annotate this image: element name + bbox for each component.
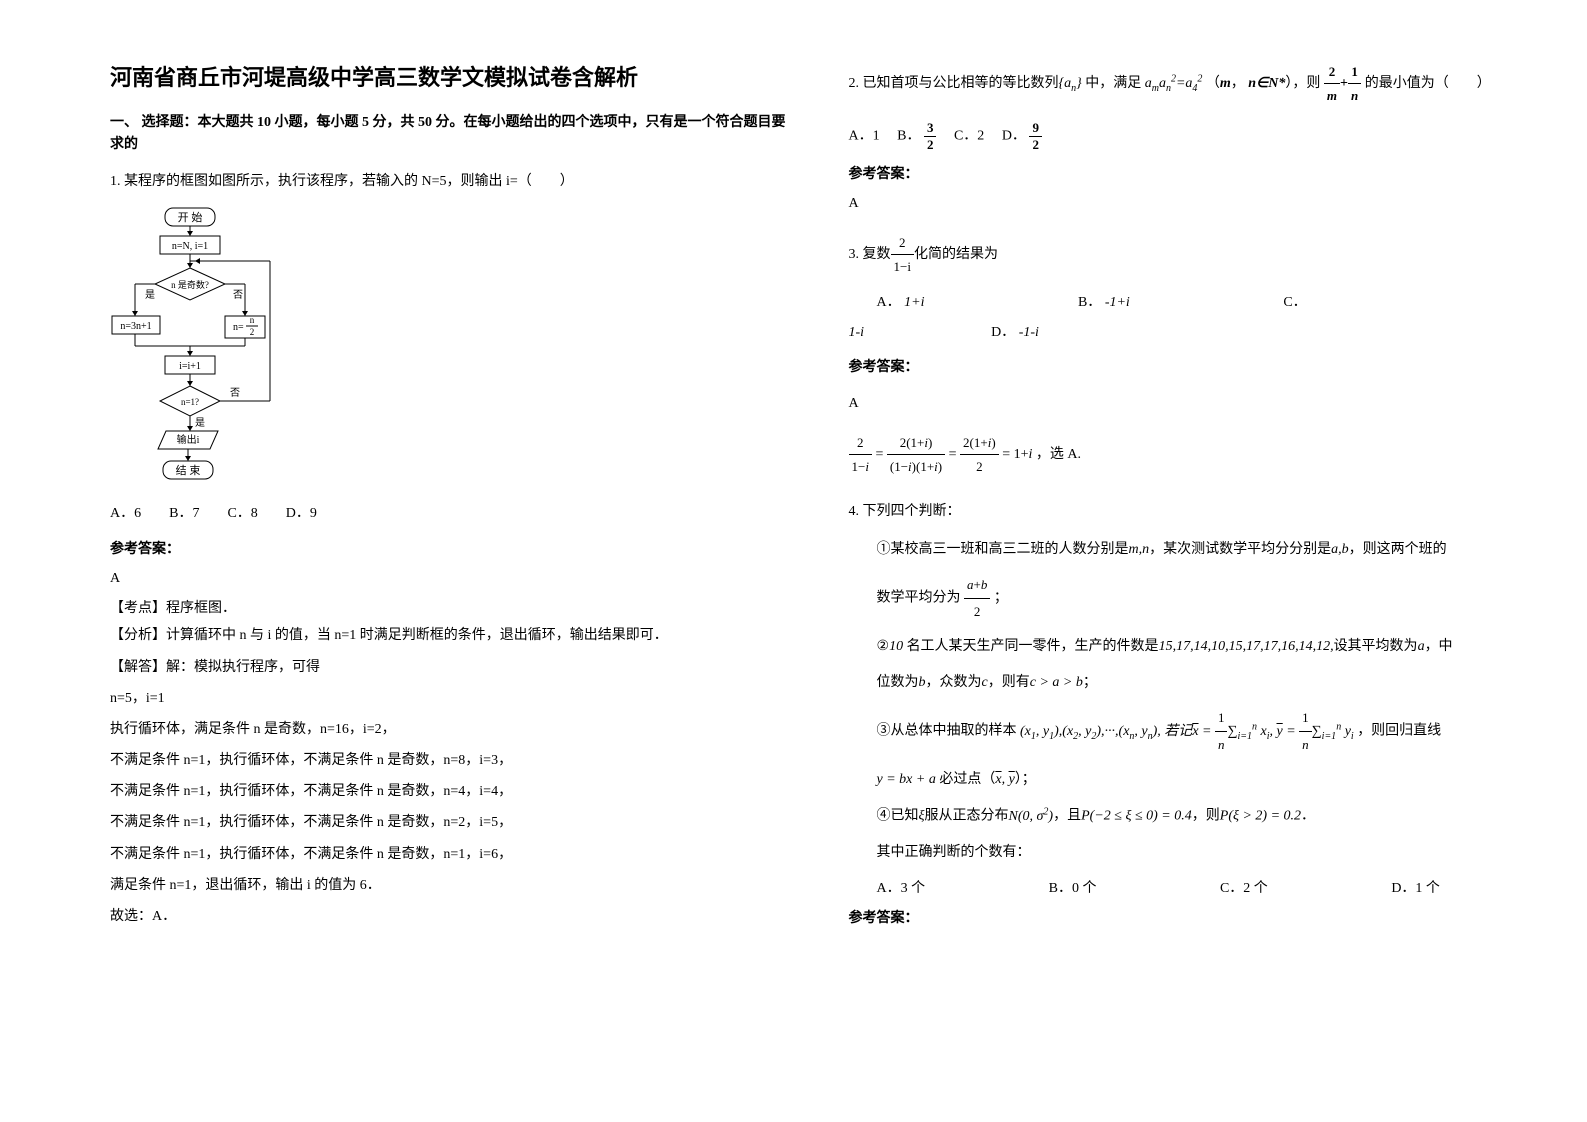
svg-text:开 始: 开 始 [178,210,203,224]
q4-answer-label: 参考答案： [849,907,1528,927]
svg-text:n=: n= [233,322,244,333]
q2-answer-label: 参考答案： [849,163,1528,183]
q4-header: 4. 下列四个判断： [849,499,1528,524]
q1-options: A．6 B．7 C．8 D．9 [110,501,789,526]
svg-text:输出i: 输出i [177,433,200,446]
q1-text: 1. 某程序的框图如图所示，执行该程序，若输入的 N=5，则输出 i=（ ） [110,169,789,194]
svg-text:n=3n+1: n=3n+1 [120,321,151,332]
svg-text:n=1?: n=1? [181,397,199,407]
svg-text:i=i+1: i=i+1 [179,361,201,372]
q1-step-0: n=5，i=1 [110,686,789,711]
q3-answer-label: 参考答案： [849,356,1528,376]
q1-answer-label: 参考答案： [110,538,789,558]
svg-text:是: 是 [145,289,155,301]
q3-work: 21−i = 2(1+i)(1−i)(1+i) = 2(1+i)2 = 1+i … [849,431,1528,479]
q4-item1: ①某校高三一班和高三二班的人数分别是m,n，某次测试数学平均分分别是a,b，则这… [877,536,1528,564]
q1-step-2: 不满足条件 n=1，执行循环体，不满足条件 n 是奇数，n=8，i=3， [110,748,789,773]
q1-step-4: 不满足条件 n=1，执行循环体，不满足条件 n 是奇数，n=2，i=5， [110,810,789,835]
q1-answer: A [110,566,789,591]
q4-item2-line2: 位数为b，众数为c，则有c > a > b； [877,669,1528,697]
q2-answer: A [849,191,1528,216]
q1-step-1: 执行循环体，满足条件 n 是奇数，n=16，i=2， [110,717,789,742]
q1-step-7: 故选：A． [110,904,789,929]
flowchart-diagram: 开 始 n=N, i=1 n 是奇数? 是 n=3n+1 否 n= [110,206,789,486]
q1-step-6: 满足条件 n=1，退出循环，输出 i 的值为 6． [110,873,789,898]
svg-text:2: 2 [250,327,255,337]
q4-item3: ③从总体中抽取的样本 (x1, y1),(x2, y2),···,(xn, yn… [877,705,1528,758]
q4-item4: ④已知ξ服从正态分布N(0, σ2)，且P(−2 ≤ ξ ≤ 0) = 0.4，… [877,802,1528,831]
svg-text:n=N, i=1: n=N, i=1 [172,241,208,252]
q3-text: 3. 复数21−i化简的结果为 [849,231,1528,279]
q3-options-row2: 1-i D． -1-i [849,321,1528,341]
q2-text: 2. 已知首项与公比相等的等比数列{an} 中，满足 aman2=a42 （m，… [849,60,1528,108]
q1-jieda: 【解答】解：模拟执行程序，可得 [110,655,789,680]
q1-kaodian: 【考点】程序框图． [110,597,789,617]
q2-options: A．1 B． 32 C．2 D． 92 [849,120,1528,153]
svg-text:n: n [250,315,255,325]
svg-text:否: 否 [233,289,243,301]
q4-item2: ②10 名工人某天生产同一零件，生产的件数是15,17,14,10,15,17,… [877,633,1528,661]
q4-item1-line2: 数学平均分为 a+b2 ； [877,572,1528,625]
q1-step-3: 不满足条件 n=1，执行循环体，不满足条件 n 是奇数，n=4，i=4， [110,779,789,804]
q1-fenxi: 【分析】计算循环中 n 与 i 的值，当 n=1 时满足判断框的条件，退出循环，… [110,623,789,648]
svg-text:否: 否 [230,387,240,399]
page-title: 河南省商丘市河堤高级中学高三数学文模拟试卷含解析 [110,60,789,92]
section-header: 一、 选择题：本大题共 10 小题，每小题 5 分，共 50 分。在每小题给出的… [110,112,789,157]
svg-text:结 束: 结 束 [176,464,201,477]
q4-footer: 其中正确判断的个数有： [877,839,1528,867]
q1-step-5: 不满足条件 n=1，执行循环体，不满足条件 n 是奇数，n=1，i=6， [110,842,789,867]
q4-item3-line2: y = bx + a 必过点（x, y）； [877,766,1528,794]
q3-answer: A [849,391,1528,416]
svg-text:n 是奇数?: n 是奇数? [171,279,209,290]
q4-options: A．3 个 B．0 个 C．2 个 D．1 个 [877,877,1528,897]
svg-text:是: 是 [195,417,205,429]
q3-options-row1: A． 1+i B． -1+i C． [849,291,1528,311]
